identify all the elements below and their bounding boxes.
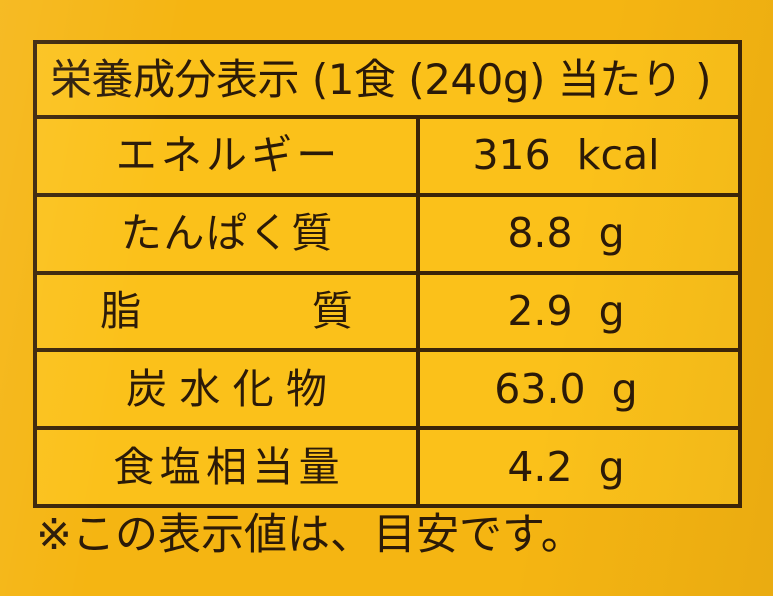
table-row: 食塩相当量 4.2 g [37,430,738,504]
table-header-row: 栄養成分表示 (1食 (240g) 当たり ) [37,44,738,119]
nutrient-name-protein: たんぱく質 [37,196,420,271]
nutrient-name-fat: 脂 質 [37,274,420,349]
nutrient-name-salt-equivalent: 食塩相当量 [37,430,420,504]
nutrient-label-text: 脂 質 [100,286,383,335]
nutrition-facts-table: 栄養成分表示 (1食 (240g) 当たり ) エネルギー 316 kcal た… [33,40,742,508]
nutrient-value-carbohydrate: 63.0 g [494,364,638,413]
table-row: 炭水化物 63.0 g [37,352,738,431]
nutrient-label-text: 食塩相当量 [113,442,345,491]
nutrient-value-salt-equivalent: 4.2 g [507,442,625,491]
nutrient-label-text: たんぱく質 [120,209,334,258]
table-row: たんぱく質 8.8 g [37,196,738,275]
table-row: 脂 質 2.9 g [37,274,738,353]
nutrient-name-carbohydrate: 炭水化物 [37,352,420,427]
nutrient-label-text: エネルギー [115,131,342,180]
table-row: エネルギー 316 kcal [37,119,738,197]
nutrient-name-energy: エネルギー [37,119,420,193]
nutrient-label-text: 炭水化物 [126,364,340,413]
nutrient-value-energy: 316 kcal [472,131,660,180]
nutrition-footnote: ※この表示値は、目安です。 [36,510,584,560]
nutrient-value-protein: 8.8 g [507,209,625,258]
nutrient-value-fat: 2.9 g [507,286,625,335]
nutrition-table-title: 栄養成分表示 (1食 (240g) 当たり ) [50,54,712,104]
